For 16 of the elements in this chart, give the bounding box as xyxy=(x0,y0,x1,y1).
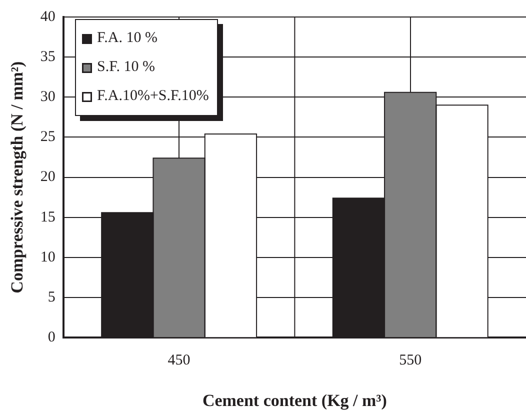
legend-label: F.A. 10 % xyxy=(97,30,158,47)
y-tick-label: 40 xyxy=(40,8,56,25)
y-tick-label: 5 xyxy=(48,289,56,306)
y-tick-label: 10 xyxy=(40,249,56,266)
x-tick-label: 550 xyxy=(399,352,422,369)
y-tick-label: 15 xyxy=(40,209,56,226)
legend-label: S.F. 10 % xyxy=(97,59,155,76)
y-tick-label: 30 xyxy=(40,89,56,106)
y-tick-label: 25 xyxy=(40,129,56,146)
y-tick-label: 20 xyxy=(40,169,56,186)
legend-label: F.A.10%+S.F.10% xyxy=(97,88,209,105)
y-tick-label: 35 xyxy=(40,49,56,66)
y-tick-label: 0 xyxy=(48,330,56,346)
y-axis-title: Compressive strength (N / mm²) xyxy=(8,61,27,294)
x-axis-title: Cement content (Kg / m³) xyxy=(202,391,387,410)
x-tick-label: 450 xyxy=(168,352,190,369)
